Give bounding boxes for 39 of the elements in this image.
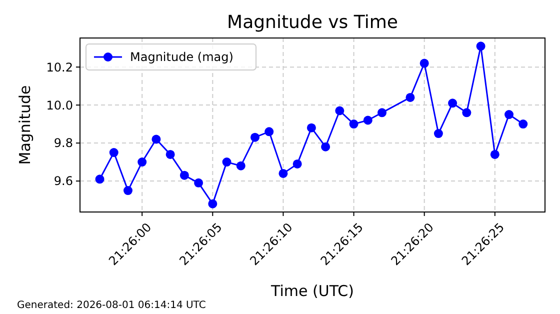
y-tick-label: 9.8 xyxy=(54,136,73,150)
y-tick-label: 10.2 xyxy=(46,60,73,74)
point xyxy=(236,161,246,170)
x-axis-title: Time (UTC) xyxy=(270,282,354,300)
point xyxy=(406,92,415,102)
point xyxy=(434,129,443,138)
legend-label: Magnitude (mag) xyxy=(130,50,234,64)
point xyxy=(292,159,302,168)
point xyxy=(123,186,132,196)
point xyxy=(109,148,118,158)
point xyxy=(166,150,175,159)
point xyxy=(504,110,514,120)
point xyxy=(306,123,316,132)
point xyxy=(208,199,218,208)
point xyxy=(349,120,358,129)
point xyxy=(250,132,260,142)
point xyxy=(363,116,372,125)
point xyxy=(180,170,189,180)
point xyxy=(335,106,344,116)
point xyxy=(378,108,387,118)
y-tick-label: 10.0 xyxy=(46,98,73,112)
point xyxy=(194,178,204,188)
point xyxy=(321,142,330,152)
point xyxy=(490,150,500,159)
y-tick-label: 9.6 xyxy=(54,174,73,188)
point xyxy=(476,42,486,51)
point xyxy=(462,108,472,118)
point xyxy=(95,174,104,184)
text: Generated: 2026-08-01 06:14:14 UTC xyxy=(17,300,206,311)
point xyxy=(138,158,147,167)
chart-title: Magnitude vs Time xyxy=(227,12,398,33)
point xyxy=(222,158,232,167)
point xyxy=(420,58,429,68)
point xyxy=(448,98,458,108)
point xyxy=(264,127,274,136)
point xyxy=(278,168,288,178)
y-axis-title: Magnitude xyxy=(16,85,34,165)
point xyxy=(518,120,528,129)
point xyxy=(152,134,161,144)
